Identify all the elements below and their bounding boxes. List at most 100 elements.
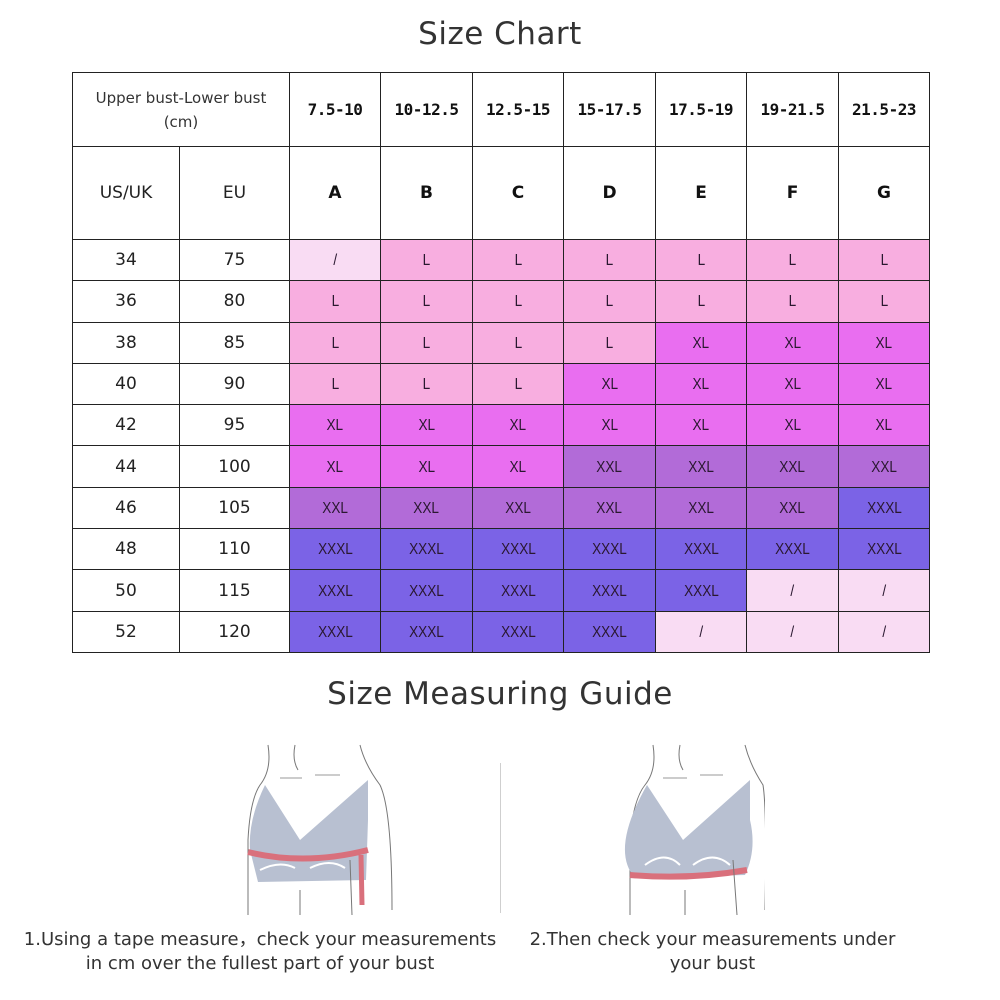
us-uk-size-cell: 36 (72, 280, 180, 323)
step2-line1: 2.Then check your measurements under (529, 929, 896, 950)
size-cell: XL (380, 445, 473, 488)
size-cell: XXXL (380, 610, 473, 653)
cup-label: D (602, 183, 617, 203)
band-size: 90 (223, 374, 246, 395)
size-value: XXL (322, 499, 348, 517)
size-cell: XXXL (380, 569, 473, 612)
size-cell: / (838, 569, 930, 612)
size-value: / (882, 623, 886, 641)
eu-header: EU (179, 146, 290, 240)
table-row: 46 105 XXL XXL XXL XXL XXL XXL XXXL (72, 486, 930, 530)
size-value: XL (784, 334, 801, 352)
size-cell: XL (472, 404, 564, 447)
cup-header-cell: F (746, 146, 839, 240)
eu-size-cell: 85 (179, 321, 290, 364)
size-value: L (331, 376, 339, 394)
cup-header-cell: G (838, 146, 930, 240)
size-value: XXL (779, 499, 806, 517)
cup-label: E (695, 183, 707, 203)
size-cell: / (746, 569, 839, 612)
step2-line2: your bust (669, 953, 756, 974)
size-cell: XL (655, 321, 747, 364)
size-cell: XXXL (472, 610, 564, 653)
size-cell: XXXL (289, 569, 381, 612)
size-value: L (422, 293, 431, 311)
size-cell: L (380, 238, 473, 282)
band-size: 95 (223, 415, 246, 436)
us-uk-size-cell: 46 (72, 486, 180, 530)
size-cell: XL (380, 404, 473, 447)
range-header-cell: 7.5-10 (289, 72, 381, 147)
size-value: XXXL (500, 541, 536, 559)
size-cell: XXXL (655, 569, 747, 612)
cup-label: A (328, 183, 342, 203)
size-value: L (514, 334, 522, 352)
band-size: 42 (115, 415, 137, 436)
cup-header-cell: D (563, 146, 656, 240)
size-cell: XXXL (563, 528, 656, 571)
band-size: 50 (115, 580, 137, 601)
size-cell: L (655, 238, 747, 282)
size-value: L (422, 252, 431, 270)
size-value: L (880, 252, 888, 270)
size-cell: / (655, 610, 747, 653)
size-value: XXXL (866, 541, 902, 559)
size-cell: XXXL (289, 528, 381, 571)
size-cell: XXXL (472, 528, 564, 571)
size-cell: XL (289, 404, 381, 447)
size-cell: XXXL (838, 486, 930, 530)
size-cell: L (472, 362, 564, 406)
step1-line1: 1.Using a tape measure，check your measur… (23, 929, 497, 950)
cup-header-cell: C (472, 146, 564, 240)
range-label: 12.5-15 (486, 100, 550, 119)
size-cell: XL (838, 404, 930, 447)
size-value: XL (326, 417, 344, 435)
size-value: XL (784, 376, 801, 394)
band-size: 52 (115, 621, 137, 642)
size-value: XL (418, 458, 435, 476)
range-header-row: Upper bust-Lower bust (cm) 7.5-10 10-12.5… (72, 72, 930, 147)
size-cell: XL (746, 362, 839, 406)
table-row: 52 120 XXXL XXXL XXXL XXXL / / / (72, 610, 930, 653)
range-label: 10-12.5 (394, 100, 459, 119)
size-cell: L (472, 321, 564, 364)
table-row: 38 85 L L L L XL XL XL (72, 321, 930, 364)
band-size: 80 (223, 291, 246, 312)
size-value: XXXL (500, 623, 536, 641)
size-cell: XXXL (472, 569, 564, 612)
size-cell: XL (746, 404, 839, 447)
size-value: XXXL (409, 623, 444, 641)
size-cell: XXXL (563, 569, 656, 612)
size-value: L (422, 376, 431, 394)
size-cell: L (563, 238, 656, 282)
band-size: 46 (115, 497, 137, 518)
eu-size-cell: 90 (179, 362, 290, 406)
size-cell: XL (563, 362, 656, 406)
size-cell: L (380, 280, 473, 323)
size-value: XL (875, 376, 893, 394)
size-value: XL (601, 417, 618, 435)
band-size: 85 (223, 332, 246, 353)
size-value: XL (692, 334, 710, 352)
size-value: XXL (779, 458, 806, 476)
eu-size-cell: 120 (179, 610, 290, 653)
size-value: L (788, 252, 797, 270)
range-header-cell: 21.5-23 (838, 72, 930, 147)
band-size: 48 (115, 539, 137, 560)
cup-header-cell: B (380, 146, 473, 240)
size-cell: XXL (563, 445, 656, 488)
size-cell: XL (289, 445, 381, 488)
size-value: XXL (688, 499, 714, 517)
cup-header-row: US/UK EU A B C D E F G (72, 146, 930, 240)
size-value: L (697, 252, 705, 270)
us-uk-size-cell: 38 (72, 321, 180, 364)
range-label: 15-17.5 (577, 100, 642, 119)
eu-size-cell: 115 (179, 569, 290, 612)
size-cell: XL (838, 321, 930, 364)
size-value: L (514, 376, 522, 394)
size-value: L (605, 252, 614, 270)
band-size: 75 (223, 250, 246, 271)
size-cell: XL (655, 362, 747, 406)
us-uk-header: US/UK (72, 146, 180, 240)
range-header-cell: 10-12.5 (380, 72, 473, 147)
